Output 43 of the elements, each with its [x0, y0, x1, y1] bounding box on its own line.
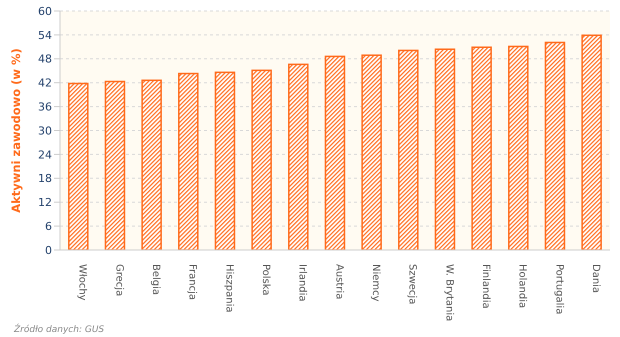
- y-tick-label: 30: [38, 124, 52, 138]
- bar: [581, 34, 602, 250]
- x-tick-label: Grecja: [113, 264, 124, 296]
- y-tick-label: 48: [38, 52, 52, 66]
- x-tick-label: Holandia: [516, 264, 528, 308]
- y-tick-label: 54: [38, 28, 52, 42]
- bar: [104, 80, 126, 250]
- x-tick-label: W. Brytania: [443, 264, 454, 322]
- y-tick-label: 0: [45, 244, 52, 257]
- bar: [471, 46, 492, 250]
- bar: [214, 72, 236, 250]
- x-tick-label: Polska: [260, 264, 271, 296]
- y-tick-label: 36: [38, 100, 52, 114]
- bar: [68, 82, 89, 250]
- bar: [251, 70, 272, 250]
- x-tick-label: Szwecja: [406, 264, 418, 304]
- x-tick-label: Irlandia: [296, 264, 308, 302]
- x-tick-label: Portugalia: [553, 264, 564, 314]
- bar: [141, 80, 162, 250]
- bar: [178, 72, 199, 250]
- x-tick-label: Hiszpania: [223, 264, 234, 312]
- bar: [361, 54, 382, 250]
- y-tick-label: 12: [38, 196, 52, 210]
- x-tick-label: Włochy: [76, 264, 88, 301]
- bar: [398, 50, 419, 250]
- y-axis-title: Aktywni zawodowo (w %): [9, 48, 24, 213]
- x-tick-label: Finlandia: [480, 264, 491, 309]
- x-tick-label: Dania: [590, 264, 601, 294]
- bar: [288, 64, 309, 250]
- y-tick-label: 60: [38, 4, 52, 18]
- x-tick-label: Francja: [186, 264, 198, 300]
- x-tick-label: Belgia: [150, 264, 161, 296]
- text: Źródło danych: GUS: [14, 325, 104, 335]
- bar: [324, 56, 346, 250]
- bar: [508, 46, 529, 250]
- y-tick-label: 6: [45, 220, 52, 234]
- y-tick-label: 42: [38, 76, 52, 90]
- x-tick-label: Austria: [333, 264, 344, 300]
- y-tick-label: 18: [38, 172, 52, 186]
- x-tick-label: Niemcy: [370, 264, 381, 302]
- y-tick-label: 24: [38, 148, 52, 162]
- bar: [434, 48, 456, 250]
- bar: [544, 42, 566, 250]
